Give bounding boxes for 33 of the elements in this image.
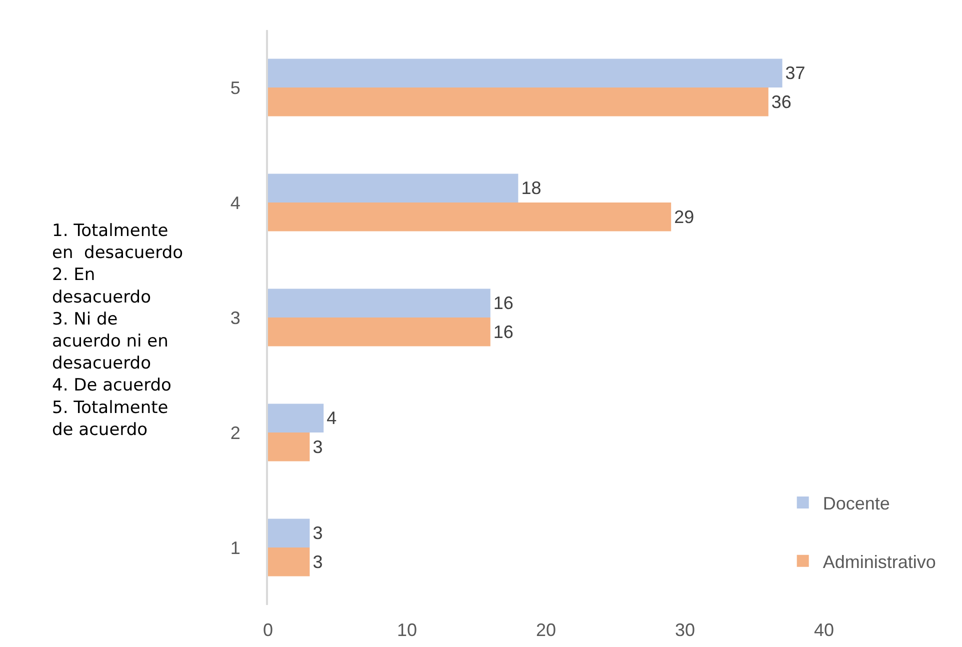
x-tick-label: 20 xyxy=(536,620,556,640)
data-label: 37 xyxy=(785,63,806,84)
data-label: 3 xyxy=(312,523,323,544)
data-label: 16 xyxy=(493,293,514,314)
data-label: 29 xyxy=(674,206,694,227)
bar xyxy=(268,318,490,346)
bar xyxy=(268,404,324,432)
data-label: 18 xyxy=(521,178,542,198)
data-label: 36 xyxy=(771,92,792,112)
data-label: 3 xyxy=(312,552,323,572)
y-tick-label: 1 xyxy=(230,538,240,558)
x-tick-label: 10 xyxy=(396,620,418,640)
bar xyxy=(268,202,672,232)
x-tick-label: 0 xyxy=(262,620,274,640)
y-tick-label: 5 xyxy=(230,78,240,98)
data-label: 4 xyxy=(326,408,337,428)
data-label: 3 xyxy=(312,436,323,457)
bar xyxy=(268,288,490,318)
bar xyxy=(268,174,518,202)
y-tick-label: 4 xyxy=(230,192,240,213)
legend-label: Docente xyxy=(822,493,890,514)
bar xyxy=(268,88,768,116)
bar xyxy=(268,548,310,576)
text: 1. Totalmente en desacuerdo 2. En desacuerdo 3. Ni de acuerdo ni en desacuerdo 4. De acuerdo 5. Totalmente de acuerdo xyxy=(52,221,184,440)
data-label: 16 xyxy=(493,322,514,342)
bar xyxy=(268,518,310,548)
bar xyxy=(268,58,782,88)
x-tick-label: 30 xyxy=(674,620,696,640)
x-tick-label: 40 xyxy=(814,620,834,640)
y-tick-label: 2 xyxy=(230,422,240,443)
y-tick-label: 3 xyxy=(230,308,240,328)
legend-label: Administrativo xyxy=(822,552,936,572)
bar xyxy=(268,432,310,462)
